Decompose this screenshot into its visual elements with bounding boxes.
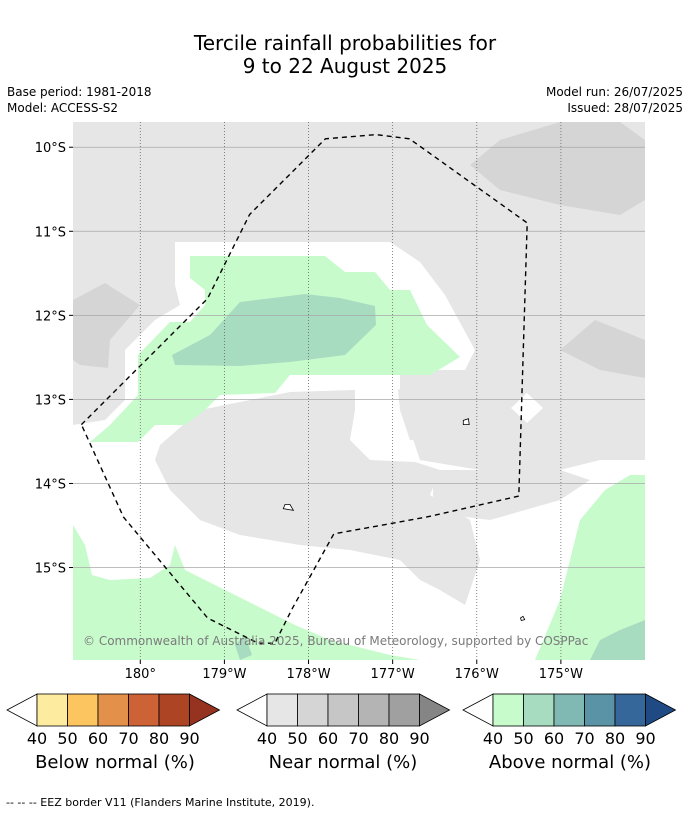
colorbar-low-extend (6, 693, 38, 727)
colorbar-segment (297, 693, 329, 727)
colorbar-segment (327, 693, 359, 727)
island-southeast (520, 615, 526, 621)
issued-date: Issued: 28/07/2025 (567, 101, 683, 115)
near-normal-60-west (73, 283, 140, 368)
colorbar-low-extend (236, 693, 268, 727)
colorbar-tick-label: 50 (57, 729, 77, 748)
near-normal-label: Near normal (%) (268, 752, 418, 773)
probability-field (73, 122, 645, 660)
below-normal-label: Below normal (%) (35, 752, 195, 773)
lon-tick-label: 175°W (539, 667, 583, 682)
lat-tick-label: 10°S (35, 141, 66, 156)
eez-border (80, 133, 528, 644)
near-normal-50-east (398, 380, 445, 440)
footer-note: -- -- -- EEZ border V11 (Flanders Marine… (6, 796, 315, 809)
colorbar-segment (158, 693, 190, 727)
base-period: Base period: 1981-2018 (7, 85, 152, 99)
lon-tick-label: 178°W (286, 667, 330, 682)
colorbar-tick-label: 50 (287, 729, 307, 748)
lon-tick-label: 177°W (371, 667, 415, 682)
near-normal-50-central (155, 390, 480, 605)
colorbar-tick-label: 40 (483, 729, 503, 748)
colorbar-high-extend (189, 693, 221, 727)
near-normal-50-southeast (433, 470, 590, 520)
above-normal-50-southeast (590, 620, 645, 660)
forecast-map: 10°S 11°S 12°S 13°S 14°S 15°S 180° 179°W 178°W 17… (6, 122, 677, 748)
colorbar-tick-label: 80 (605, 729, 625, 748)
colorbar-tick-label: 40 (257, 729, 277, 748)
colorbar-low-extend (462, 693, 494, 727)
chart-title-line-2: 9 to 22 August 2025 (242, 54, 448, 78)
colorbar-tick-label: 60 (318, 729, 338, 748)
colorbar-2: 40 50 60 70 80 90 (462, 693, 677, 748)
colorbar-segment (388, 693, 420, 727)
above-normal-50-core (172, 294, 376, 366)
colorbar-tick-label: 60 (544, 729, 564, 748)
lat-tick-label: 12°S (35, 309, 66, 324)
colorbar-segment (614, 693, 646, 727)
colorbar-high-extend (419, 693, 451, 727)
colorbar-segment (67, 693, 99, 727)
lon-tick-label: 180° (125, 667, 156, 682)
lat-tick-label: 11°S (35, 225, 66, 240)
above-normal-label: Above normal (%) (488, 752, 652, 773)
colorbar-tick-label: 60 (88, 729, 108, 748)
colorbar-tick-label: 90 (179, 729, 199, 748)
lat-tick-label: 15°S (35, 562, 66, 577)
near-normal-60-east (560, 320, 645, 378)
island-east-1 (462, 418, 470, 426)
colorbar-high-extend (645, 693, 677, 727)
land-outlines (282, 418, 526, 621)
colorbar-segment (584, 693, 616, 727)
colorbar-tick-label: 70 (118, 729, 138, 748)
eez-border-line (80, 133, 528, 644)
axis-labels: 10°S 11°S 12°S 13°S 14°S 15°S 180° 179°W 178°W 17… (35, 141, 583, 682)
no-signal-diamond (511, 393, 543, 423)
colorbar-tick-label: 40 (27, 729, 47, 748)
lat-tick-label: 14°S (35, 477, 66, 492)
lon-tick-label: 179°W (202, 667, 246, 682)
lat-tick-label: 13°S (35, 393, 66, 408)
colorbar-tick-label: 90 (635, 729, 655, 748)
colorbar-tick-label: 80 (379, 729, 399, 748)
colorbar-segment (358, 693, 390, 727)
colorbar-segment (266, 693, 298, 727)
colorbar-0: 40 50 60 70 80 90 (6, 693, 221, 748)
near-normal-60-north (470, 122, 645, 215)
colorbar-tick-label: 70 (348, 729, 368, 748)
colorbar-1: 40 50 60 70 80 90 (236, 693, 451, 748)
colorbar-segment (553, 693, 585, 727)
colorbar-tick-label: 80 (149, 729, 169, 748)
chart-title-line-1: Tercile rainfall probabilities for (193, 31, 497, 55)
lon-tick-label: 176°W (455, 667, 499, 682)
colorbar-segment (36, 693, 68, 727)
colorbar-tick-label: 50 (513, 729, 533, 748)
colorbar-tick-label: 90 (409, 729, 429, 748)
colorbar-segment (492, 693, 524, 727)
colorbars: 40 50 60 70 80 90 40 50 60 70 80 90 40 50 60 70 80 90 (6, 693, 677, 748)
model-run: Model run: 26/07/2025 (545, 85, 683, 99)
colorbar-segment (128, 693, 160, 727)
colorbar-tick-label: 70 (574, 729, 594, 748)
copyright-notice: © Commonwealth of Australia 2025, Bureau… (83, 634, 588, 648)
colorbar-segment (523, 693, 555, 727)
above-normal-50-southwest-spot (235, 635, 252, 660)
island-center (282, 504, 295, 511)
gridlines (69, 122, 645, 664)
above-normal-40-southwest (73, 525, 420, 660)
model-name: Model: ACCESS-S2 (7, 101, 119, 115)
colorbar-segment (97, 693, 129, 727)
